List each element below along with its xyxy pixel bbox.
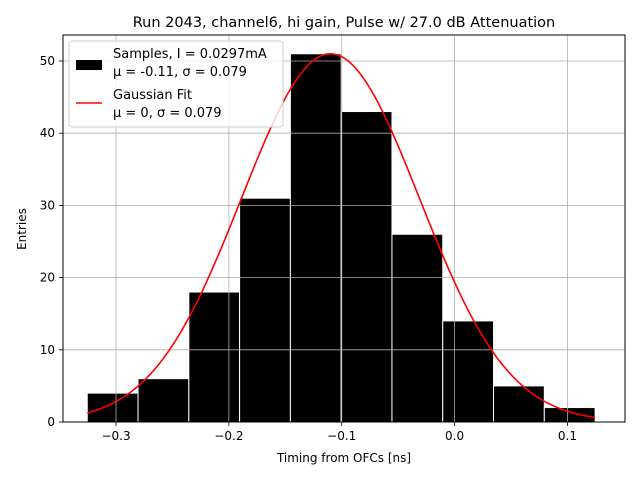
legend-histogram-swatch [76, 60, 102, 70]
histogram-bar-2 [188, 291, 241, 423]
histogram-bar-7 [442, 320, 495, 423]
histogram-bar-6 [391, 233, 444, 423]
x-tick-label-3: 0.0 [445, 429, 464, 443]
legend-histogram-label: Samples, I = 0.0297mA [113, 47, 267, 62]
y-axis: 0 10 20 30 40 50 [40, 54, 63, 429]
histogram-bar-9 [543, 407, 596, 423]
y-tick-label-3: 30 [40, 198, 55, 212]
histogram-bar-4 [289, 53, 342, 423]
y-tick-label-2: 20 [40, 271, 55, 285]
x-tick-label-1: −0.2 [214, 429, 243, 443]
histogram-bar-1 [137, 378, 190, 423]
histogram-bar-0 [86, 392, 139, 423]
gaussian-fit-line [87, 53, 596, 419]
legend-fit-label: Gaussian Fit [113, 88, 192, 103]
y-axis-label: Entries [15, 208, 29, 250]
histogram-bar-5 [340, 111, 393, 423]
y-tick-label-4: 40 [40, 126, 55, 140]
y-tick-label-1: 10 [40, 343, 55, 357]
x-tick-label-2: −0.1 [327, 429, 356, 443]
chart-title: Run 2043, channel6, hi gain, Pulse w/ 27… [133, 15, 556, 31]
axes-frame [62, 34, 626, 423]
legend-histogram-stats: μ = -0.11, σ = 0.079 [113, 65, 247, 80]
histogram-bar-8 [493, 385, 545, 423]
y-tick-label-0: 0 [47, 415, 55, 429]
x-tick-label-0: −0.3 [101, 429, 130, 443]
legend-fit-stats: μ = 0, σ = 0.079 [113, 106, 222, 121]
x-tick-label-4: 0.1 [558, 429, 577, 443]
x-axis-label: Timing from OFCs [ns] [276, 451, 411, 465]
legend-box [68, 40, 284, 128]
legend: Samples, I = 0.0297mA μ = -0.11, σ = 0.0… [68, 40, 284, 128]
histogram-bar-3 [239, 197, 291, 423]
x-axis: −0.3 −0.2 −0.1 0.0 0.1 [101, 422, 577, 443]
y-tick-label-5: 50 [40, 54, 55, 68]
plot-area [63, 35, 625, 423]
